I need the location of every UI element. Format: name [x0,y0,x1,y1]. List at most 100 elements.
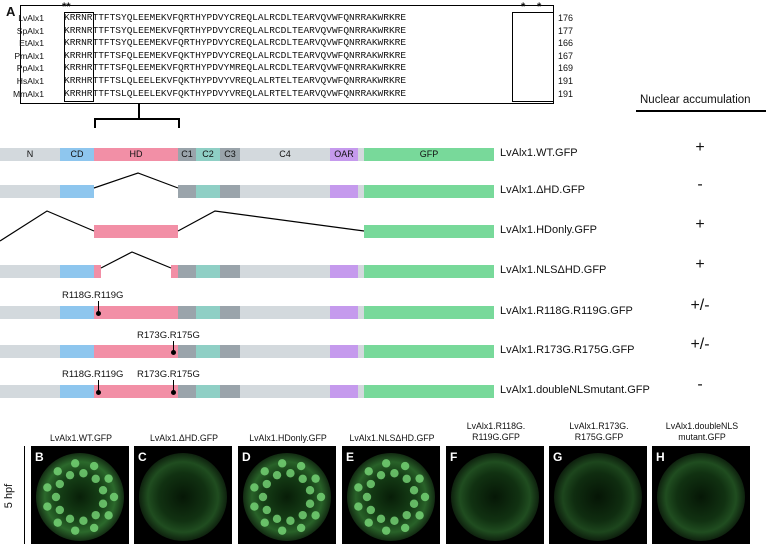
wt-c4-domain [240,148,330,161]
nucleus-spot [311,474,320,483]
nls-c4-domain [240,265,330,278]
species-label: PmAlx1 [14,50,44,61]
m2-hd-domain [94,345,178,358]
m1-oar-domain [330,306,358,319]
nuclear-accumulation-result: +/- [690,297,710,314]
nucleus-spot [91,510,100,520]
nucleus-spot [364,467,373,476]
species-label: PpAlx1 [16,63,44,74]
hdonly-left-connector [0,210,95,242]
nucleus-spot [70,459,80,468]
nucleus-spot [296,461,306,471]
dhd-deletion-line [93,172,179,189]
nucleus-spot [53,467,62,476]
m3-c1-domain [178,385,196,398]
bracket-bar [94,118,179,120]
embryo-micrograph: B [31,446,129,544]
residue-number: 167 [558,50,574,61]
alignment-star-right-1: * [521,1,526,13]
mutation-pin-dot [171,350,176,355]
mutation-pin-dot [96,311,101,316]
nls2-box [512,12,554,102]
nucleus-spot [286,469,295,478]
construct-name: LvAlx1.ΔHD.GFP [500,184,585,196]
m2-c3-domain [220,345,240,358]
nuclear-accumulation-result: + [695,139,705,156]
m1-c2-domain [196,306,220,319]
sequence-text: KRRNRTTFTSYQLEEMEKVFQRTHYPDVYCREQLALRCDL… [64,12,407,23]
header-underline [636,110,766,112]
nls-deletion-line [100,251,172,269]
nucleus-spot [362,492,372,502]
dhd-c3-domain [220,185,240,198]
n-label: N [26,149,34,159]
alignment-star-right-2: * [537,1,542,13]
m3-oar-domain [330,385,358,398]
nls-hd-left-fragment [94,265,101,278]
nucleus-spot [415,474,424,483]
cd-label: CD [70,149,84,159]
embryo-micrograph: D [238,446,336,544]
oar-label: OAR [334,149,354,159]
nucleus-spot [65,470,75,480]
nls-c2-domain [196,265,220,278]
residue-number: 191 [558,88,574,99]
m1-c4-domain [240,306,330,319]
species-label: MmAlx1 [12,88,44,99]
sequence-text: KRRHRTTFTSLQLEELEKVFQKTHYPDVYVREQLALRTEL… [64,87,407,99]
wt-c2-domain [196,148,220,161]
m1-cd-domain [60,306,94,319]
sequence-text: KRRHRTTFTSFQLEEMEKVFQKTHYPDVYCREQLALRCDL… [64,49,407,61]
nucleus-spot [366,505,376,515]
micrograph-panel-letter: G [553,450,563,464]
dhd-c1-domain [178,185,196,198]
nls-c3-domain [220,265,240,278]
m3-n-domain [0,385,60,398]
nucleus-spot [366,479,376,489]
micrograph-title: LvAlx1.R173G. R175G.GFP [569,421,629,442]
micrograph-title: LvAlx1.R118G. R119G.GFP [466,421,526,442]
mutation-pin-line [98,380,100,392]
nucleus-spot [296,523,306,533]
mutation-pin-dot [171,390,176,395]
species-label: SpAlx1 [16,25,44,36]
dhd-gfp-domain [364,185,494,198]
wt-n-domain [0,148,60,161]
nucleus-spot [109,492,119,502]
nucleus-spot [70,526,80,535]
construct-name: LvAlx1.NLSΔHD.GFP [500,264,607,276]
m3-hd-domain [94,385,178,398]
nucleus-spot [354,483,363,492]
nucleus-spot [305,499,315,508]
nucleus-spot [305,486,315,495]
residue-number: 166 [558,38,574,49]
embryo-micrograph: F [446,446,544,544]
micrograph-title: LvAlx1.HDonly.GFP [249,433,327,443]
mutation-label-r173g: R173G.R175G [137,330,200,341]
sequence-text: KRRHRTTFTSFQLEEMEKVFQRTHYPDVYMREQLALRCDL… [64,62,407,74]
m3-c4-domain [240,385,330,398]
nucleus-spot [381,459,391,468]
sequence-text: KRRHRTTFTSLQLEELEKVFQKTHYPDVYVREQLALRTEL… [64,75,407,86]
m2-n-domain [0,345,60,358]
dhd-cd-domain [60,185,94,198]
wt-linker [358,148,364,161]
nucleus-spot [43,502,52,511]
nucleus-spot [250,483,259,492]
c1-label: C1 [181,149,193,159]
construct-name: LvAlx1.doubleNLSmutant.GFP [500,384,650,396]
nucleus-spot [98,499,108,508]
time-label: 5 hpf [3,483,15,509]
m3-gfp-domain [364,385,494,398]
m1-c3-domain [220,306,240,319]
nuclear-accumulation-result: + [695,216,705,233]
nucleus-spot [409,499,419,508]
nucleus-spot [272,514,282,524]
m2-cd-domain [60,345,94,358]
embryo-body [554,453,642,541]
nucleus-spot [400,461,410,471]
mutation-label-r118g-double: R118G.R119G [62,369,124,380]
nucleus-spot [402,510,411,520]
m3-c2-domain [196,385,220,398]
m2-gfp-domain [364,345,494,358]
